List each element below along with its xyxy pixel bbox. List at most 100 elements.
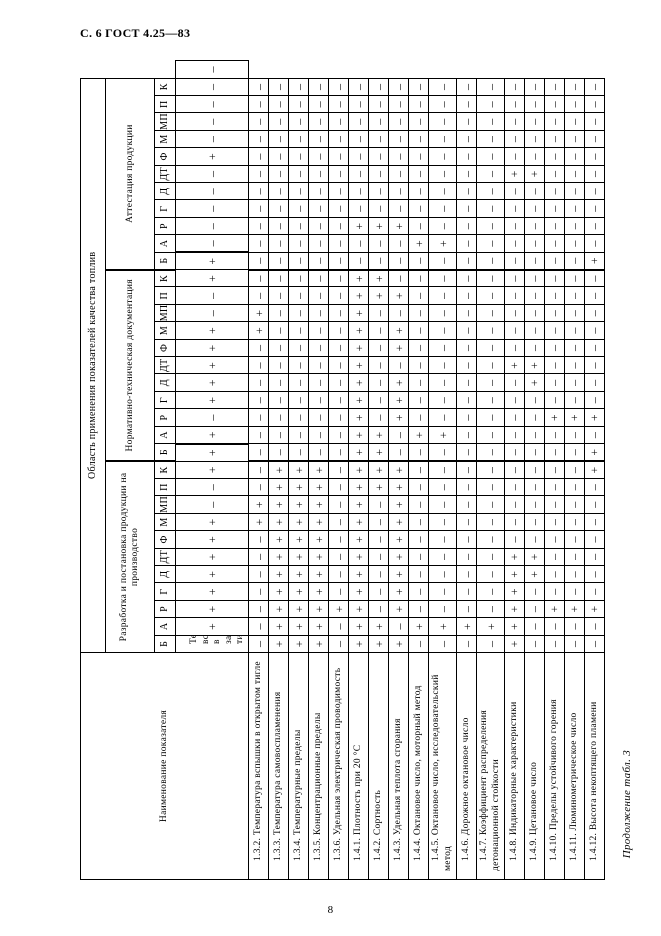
data-cell: – bbox=[457, 183, 477, 200]
column-letter: А bbox=[155, 235, 176, 252]
data-cell: + bbox=[457, 618, 477, 635]
data-cell: – bbox=[369, 531, 389, 548]
data-cell: + bbox=[269, 531, 289, 548]
data-cell: – bbox=[329, 583, 349, 600]
data-cell: – bbox=[389, 252, 409, 269]
data-cell: – bbox=[409, 496, 429, 513]
data-cell: – bbox=[269, 374, 289, 391]
table-row: 1.4.4. Октановое число, моторный метод–+… bbox=[409, 61, 429, 880]
data-cell: – bbox=[249, 165, 269, 182]
data-cell: – bbox=[429, 96, 457, 113]
data-cell: – bbox=[369, 78, 389, 95]
data-cell: + bbox=[389, 217, 409, 234]
data-cell: – bbox=[369, 96, 389, 113]
data-cell: – bbox=[409, 130, 429, 147]
data-cell: – bbox=[457, 513, 477, 530]
data-cell: + bbox=[389, 600, 409, 617]
data-cell: + bbox=[389, 496, 409, 513]
column-letter: П bbox=[155, 478, 176, 495]
data-cell: – bbox=[309, 217, 329, 234]
data-cell: – bbox=[409, 200, 429, 217]
data-cell: – bbox=[249, 339, 269, 356]
data-cell: – bbox=[477, 252, 505, 269]
data-cell: – bbox=[249, 600, 269, 617]
data-cell: + bbox=[584, 461, 604, 478]
data-cell: + bbox=[349, 444, 369, 461]
data-cell: + bbox=[309, 461, 329, 478]
column-letter: К bbox=[155, 270, 176, 287]
data-cell: – bbox=[409, 252, 429, 269]
data-cell: – bbox=[309, 322, 329, 339]
data-cell: – bbox=[349, 148, 369, 165]
data-cell: – bbox=[544, 374, 564, 391]
column-letter: К bbox=[155, 78, 176, 95]
data-cell: – bbox=[369, 600, 389, 617]
data-cell: + bbox=[564, 409, 584, 426]
data-cell: – bbox=[457, 165, 477, 182]
data-cell: – bbox=[477, 96, 505, 113]
indicator-name: 1.4.2. Сортность bbox=[371, 653, 386, 879]
data-cell: – bbox=[369, 235, 389, 252]
data-cell: – bbox=[269, 357, 289, 374]
data-cell: – bbox=[289, 409, 309, 426]
data-cell: – bbox=[584, 618, 604, 635]
indicator-name: 1.4.6. Дорожное октановое число bbox=[459, 653, 474, 879]
data-cell: + bbox=[349, 339, 369, 356]
data-cell: – bbox=[524, 217, 544, 234]
data-cell: + bbox=[504, 357, 524, 374]
data-cell: – bbox=[584, 78, 604, 95]
data-cell: – bbox=[457, 391, 477, 408]
data-cell: + bbox=[176, 618, 249, 635]
data-cell: – bbox=[477, 183, 505, 200]
indicator-name: 1.4.1. Плотность при 20 °С bbox=[351, 653, 366, 879]
data-cell: – bbox=[176, 113, 249, 130]
data-cell: – bbox=[504, 130, 524, 147]
data-cell: – bbox=[249, 235, 269, 252]
data-cell: – bbox=[429, 113, 457, 130]
data-cell: – bbox=[584, 635, 604, 652]
data-cell: – bbox=[309, 444, 329, 461]
data-cell: + bbox=[389, 565, 409, 582]
data-cell: + bbox=[504, 165, 524, 182]
data-cell: – bbox=[249, 583, 269, 600]
data-cell: – bbox=[249, 148, 269, 165]
data-cell: – bbox=[504, 391, 524, 408]
data-cell: – bbox=[584, 548, 604, 565]
data-cell: – bbox=[389, 235, 409, 252]
column-letter: А bbox=[155, 426, 176, 443]
data-cell: – bbox=[457, 113, 477, 130]
data-cell: – bbox=[429, 548, 457, 565]
data-cell: – bbox=[269, 322, 289, 339]
data-cell: + bbox=[369, 444, 389, 461]
data-cell: – bbox=[544, 496, 564, 513]
data-cell: – bbox=[477, 374, 505, 391]
data-cell: + bbox=[309, 548, 329, 565]
data-cell: – bbox=[477, 339, 505, 356]
column-letter: Ф bbox=[155, 531, 176, 548]
data-cell: – bbox=[329, 391, 349, 408]
data-cell: – bbox=[349, 130, 369, 147]
data-cell: + bbox=[389, 531, 409, 548]
data-cell: + bbox=[309, 531, 329, 548]
data-cell: – bbox=[544, 200, 564, 217]
data-cell: – bbox=[429, 496, 457, 513]
data-cell: – bbox=[477, 496, 505, 513]
data-cell: + bbox=[524, 165, 544, 182]
data-cell: – bbox=[544, 635, 564, 652]
data-cell: – bbox=[329, 357, 349, 374]
data-cell: – bbox=[504, 148, 524, 165]
data-cell: – bbox=[457, 270, 477, 287]
data-cell: – bbox=[249, 374, 269, 391]
data-cell: – bbox=[329, 130, 349, 147]
data-cell: – bbox=[477, 513, 505, 530]
data-cell: – bbox=[544, 287, 564, 304]
data-cell: – bbox=[477, 444, 505, 461]
data-cell: – bbox=[429, 600, 457, 617]
indicator-name: 1.4.12. Высота некоптящего пламени bbox=[587, 653, 602, 879]
data-cell: + bbox=[389, 287, 409, 304]
data-cell: – bbox=[289, 165, 309, 182]
group-header: Разработка и постановка продукции на про… bbox=[106, 461, 155, 652]
column-letter: Ф bbox=[155, 339, 176, 356]
column-letter: Д bbox=[155, 565, 176, 582]
data-cell: – bbox=[477, 217, 505, 234]
